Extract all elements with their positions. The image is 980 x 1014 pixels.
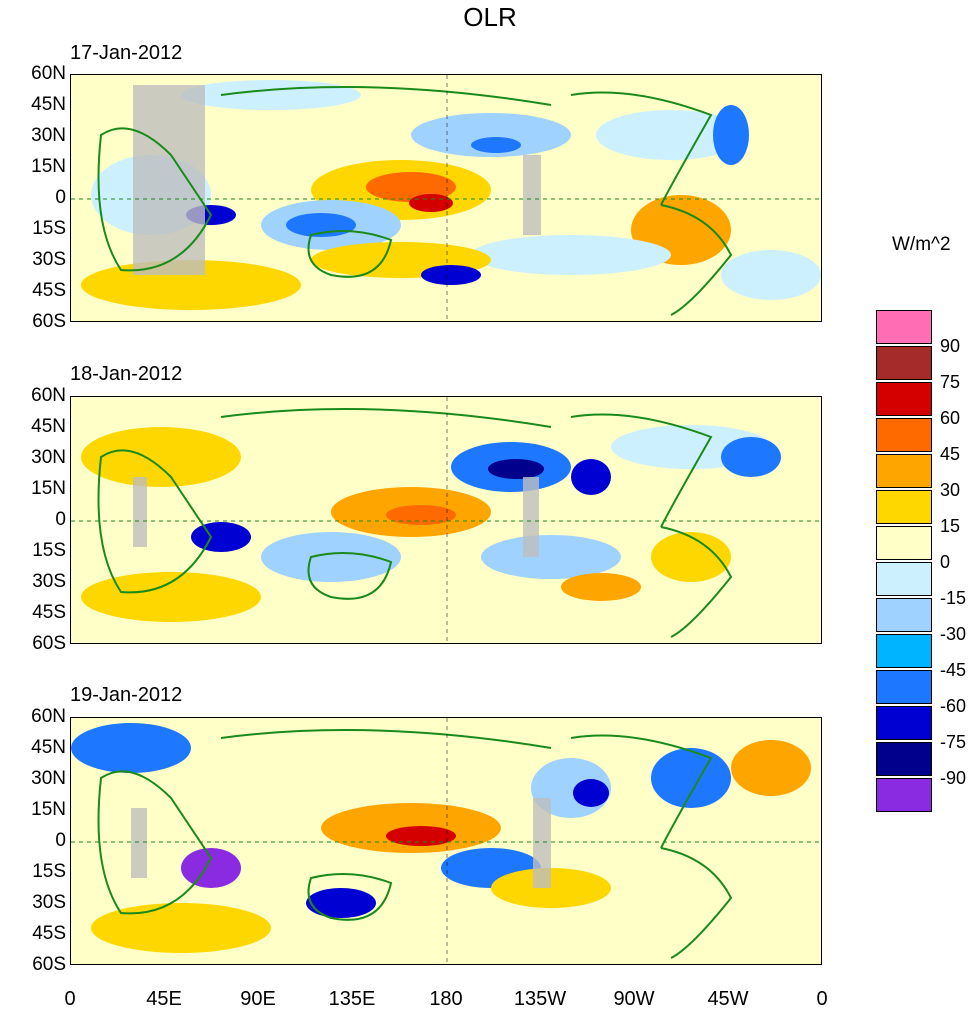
legend-label: -60 — [940, 696, 967, 716]
lon-label: 135E — [328, 988, 376, 1010]
lat-label: 60N — [31, 63, 66, 84]
legend-swatch — [876, 382, 932, 416]
lat-label: 15N — [31, 799, 66, 820]
lon-label: 135W — [513, 988, 567, 1010]
lat-label: 0 — [55, 509, 66, 530]
legend-swatch — [876, 490, 932, 524]
legend-label: -15 — [940, 588, 967, 608]
legend-label: 15 — [940, 516, 961, 536]
lat-label: 45S — [32, 280, 66, 301]
lat-label: 45S — [32, 923, 66, 944]
map-panel-2[interactable] — [70, 396, 822, 644]
lat-label: 30N — [31, 447, 66, 468]
legend-label: 90 — [940, 336, 961, 356]
legend-swatch — [876, 706, 932, 740]
lat-label: 45N — [31, 737, 66, 758]
legend-swatch — [876, 598, 932, 632]
lat-label: 45N — [31, 94, 66, 115]
panel-date-3: 19-Jan-2012 — [70, 684, 183, 706]
lon-label: 90W — [613, 988, 655, 1010]
lon-label: 0 — [816, 988, 828, 1010]
lat-label: 30N — [31, 125, 66, 146]
lat-label: 60S — [32, 311, 66, 332]
legend-swatch — [876, 346, 932, 380]
olr-map-1 — [71, 75, 821, 321]
lon-label: 180 — [429, 988, 463, 1010]
lon-label: 0 — [64, 988, 76, 1010]
lat-label: 15N — [31, 478, 66, 499]
lon-label: 90E — [240, 988, 276, 1010]
legend-swatch — [876, 562, 932, 596]
legend-label: 30 — [940, 480, 961, 500]
lat-label: 60N — [31, 385, 66, 406]
legend-swatch — [876, 670, 932, 704]
map-panel-3[interactable] — [70, 717, 822, 965]
lat-label: 30S — [32, 892, 66, 913]
legend-swatch — [876, 418, 932, 452]
panel-date-2: 18-Jan-2012 — [70, 363, 183, 385]
lat-label: 15S — [32, 861, 66, 882]
legend-swatch — [876, 310, 932, 344]
lat-label: 15S — [32, 218, 66, 239]
legend-label: 60 — [940, 408, 961, 428]
lat-label: 60N — [31, 706, 66, 727]
legend-swatch — [876, 454, 932, 488]
legend-unit: W/m^2 — [892, 234, 951, 255]
legend-label: 75 — [940, 372, 961, 392]
lat-label: 15N — [31, 156, 66, 177]
legend-label: -75 — [940, 732, 967, 752]
lat-label: 0 — [55, 187, 66, 208]
lon-label: 45W — [707, 988, 749, 1010]
lat-label: 30S — [32, 571, 66, 592]
map-panel-1[interactable] — [70, 74, 822, 322]
figure-title: OLR — [463, 2, 517, 32]
lat-label: 60S — [32, 633, 66, 654]
legend-label: -90 — [940, 768, 967, 788]
olr-map-2 — [71, 397, 821, 643]
lat-label: 15S — [32, 540, 66, 561]
lat-label: 0 — [55, 830, 66, 851]
panel-date-1: 17-Jan-2012 — [70, 42, 183, 64]
legend-swatch — [876, 778, 932, 812]
anomaly-field — [71, 723, 811, 953]
legend-label: -45 — [940, 660, 967, 680]
olr-map-3 — [71, 718, 821, 964]
legend-swatch — [876, 742, 932, 776]
anomaly-field — [81, 425, 781, 622]
lat-label: 60S — [32, 954, 66, 975]
lat-label: 45S — [32, 602, 66, 623]
lat-label: 30S — [32, 249, 66, 270]
legend-label: 0 — [940, 552, 951, 572]
coastlines — [97, 408, 733, 638]
legend-label: -30 — [940, 624, 967, 644]
legend-swatch — [876, 526, 932, 560]
legend-swatch — [876, 634, 932, 668]
lat-label: 30N — [31, 768, 66, 789]
lon-label: 45E — [146, 988, 182, 1010]
lat-label: 45N — [31, 416, 66, 437]
coastlines — [97, 729, 733, 959]
coastlines — [97, 86, 733, 316]
legend-label: 45 — [940, 444, 961, 464]
